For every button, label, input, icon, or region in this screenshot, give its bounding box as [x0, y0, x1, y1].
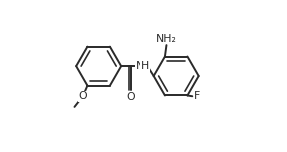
Text: N: N: [136, 61, 144, 71]
Text: NH₂: NH₂: [156, 34, 177, 44]
Text: F: F: [194, 91, 201, 101]
Text: H: H: [141, 61, 149, 71]
Text: O: O: [127, 92, 135, 102]
Text: O: O: [79, 91, 87, 101]
